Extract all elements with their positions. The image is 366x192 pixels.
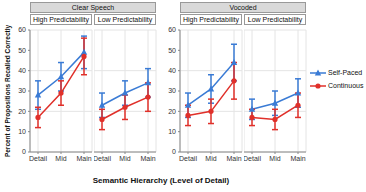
svg-text:Mid: Mid [205,155,216,162]
svg-text:Detail: Detail [94,155,111,162]
svg-text:0: 0 [172,148,176,155]
html-text:Self-Paced: Self-Paced [328,69,363,76]
svg-text:Detail: Detail [179,155,197,162]
html-text:Low Predictability: Low Predictability [247,16,303,23]
svg-text:30: 30 [18,87,26,94]
html-text:Vocoded: Vocoded [229,4,257,11]
html-text:High Predictability: High Predictability [33,16,89,23]
svg-text:10: 10 [168,128,176,135]
svg-text:20: 20 [18,108,26,115]
svg-text:50: 50 [18,47,26,54]
svg-text:Main: Main [76,155,91,162]
svg-text:40: 40 [168,67,176,74]
html-text:Semantic Hierarchy (Level of D: Semantic Hierarchy (Level of Detail) [92,176,230,185]
svg-text:10: 10 [18,128,26,135]
svg-text:Mid: Mid [269,155,280,162]
svg-text:0: 0 [22,148,26,155]
svg-text:Mid: Mid [119,155,130,162]
svg-text:60: 60 [18,26,26,33]
svg-text:Mid: Mid [55,155,66,162]
svg-text:Main: Main [140,155,155,162]
svg-text:60: 60 [168,26,176,33]
svg-text:50: 50 [168,47,176,54]
html-text:Percent of Propositions Recall: Percent of Propositions Recalled Correct… [3,24,11,158]
svg-text:40: 40 [18,67,26,74]
svg-text:20: 20 [168,108,176,115]
html-text:High Predictability: High Predictability [183,16,239,23]
html-text:Continuous: Continuous [328,82,364,89]
svg-text:Main: Main [226,155,241,162]
svg-text:30: 30 [168,87,176,94]
svg-text:Detail: Detail [244,155,261,162]
html-text:Low Predictability: Low Predictability [97,16,153,23]
svg-text:Detail: Detail [29,155,47,162]
html-text:Clear Speech: Clear Speech [71,4,115,11]
svg-text:Main: Main [290,155,305,162]
